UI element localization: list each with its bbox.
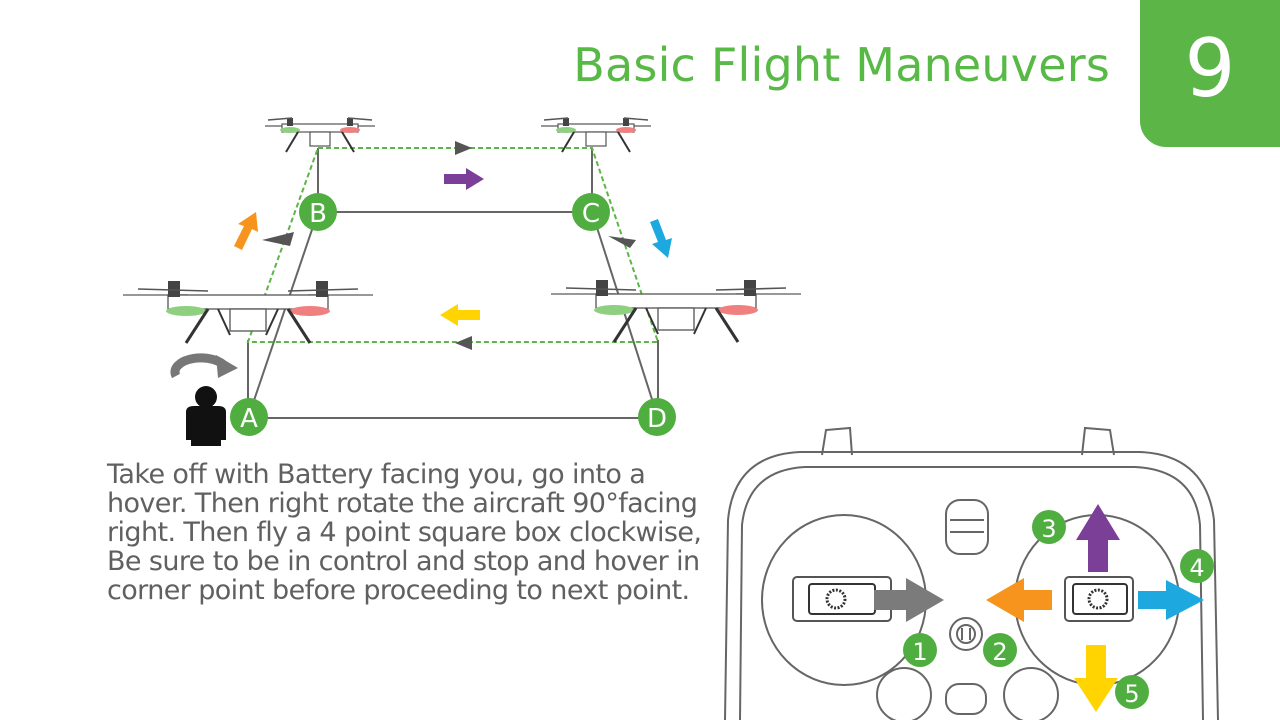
blue-right-arrow-icon [1138,580,1204,620]
rotate-icon [170,353,238,379]
page-number-tab: 9 [1140,0,1280,147]
point-label: C [582,199,600,229]
drone-icon [549,278,803,344]
drone-icon [121,279,375,345]
step-label: 5 [1124,680,1139,708]
remote-controller [724,426,1219,720]
point-marker-b: B [299,193,337,231]
step-marker-4: 4 [1180,549,1214,583]
point-marker-c: C [572,193,610,231]
point-marker-a: A [230,398,268,436]
direction-arrowhead-icon [608,236,636,248]
purple-right-arrow-icon [444,168,484,190]
step-label: 4 [1189,554,1204,582]
page-number: 9 [1184,22,1236,115]
point-label: B [309,199,327,229]
instructions-line: Take off with Battery facing you, go int… [107,459,646,490]
direction-arrowhead-icon [455,336,472,350]
purple-up-arrow-icon [1076,504,1120,572]
step-marker-3: 3 [1032,510,1066,544]
step-label: 3 [1041,515,1056,543]
instructions-line: Be sure to be in control and stop and ho… [107,546,700,577]
step-marker-2: 2 [983,633,1017,667]
step-label: 1 [912,638,927,666]
point-marker-d: D [638,398,676,436]
instructions-line: right. Then fly a 4 point square box clo… [107,517,702,548]
instructions-line: hover. Then right rotate the aircraft 90… [107,488,698,519]
gray-right-arrow-icon [874,578,944,622]
step-label: 2 [992,638,1007,666]
point-label: D [647,404,667,434]
yellow-left-arrow-icon [440,304,480,326]
orange-left-arrow-icon [986,578,1052,622]
person-icon [186,386,226,446]
blue-down-arrow-icon [650,219,672,258]
instructions-text: Take off with Battery facing you, go int… [107,460,727,605]
instructions-line: corner point before proceeding to next p… [107,575,690,606]
direction-arrowhead-icon [455,141,472,155]
yellow-down-arrow-icon [1074,645,1118,712]
page-title: Basic Flight Maneuvers [573,38,1110,92]
step-marker-1: 1 [903,633,937,667]
drone-icon [540,117,652,153]
point-label: A [240,404,258,434]
direction-arrowhead-icon [262,232,294,246]
step-marker-5: 5 [1115,675,1149,709]
orange-up-arrow-icon [234,212,258,250]
drone-icon [264,117,376,153]
